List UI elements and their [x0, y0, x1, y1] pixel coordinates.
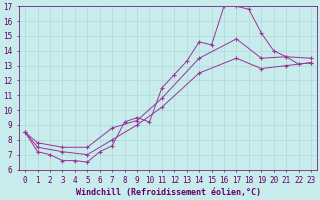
X-axis label: Windchill (Refroidissement éolien,°C): Windchill (Refroidissement éolien,°C)	[76, 188, 260, 197]
